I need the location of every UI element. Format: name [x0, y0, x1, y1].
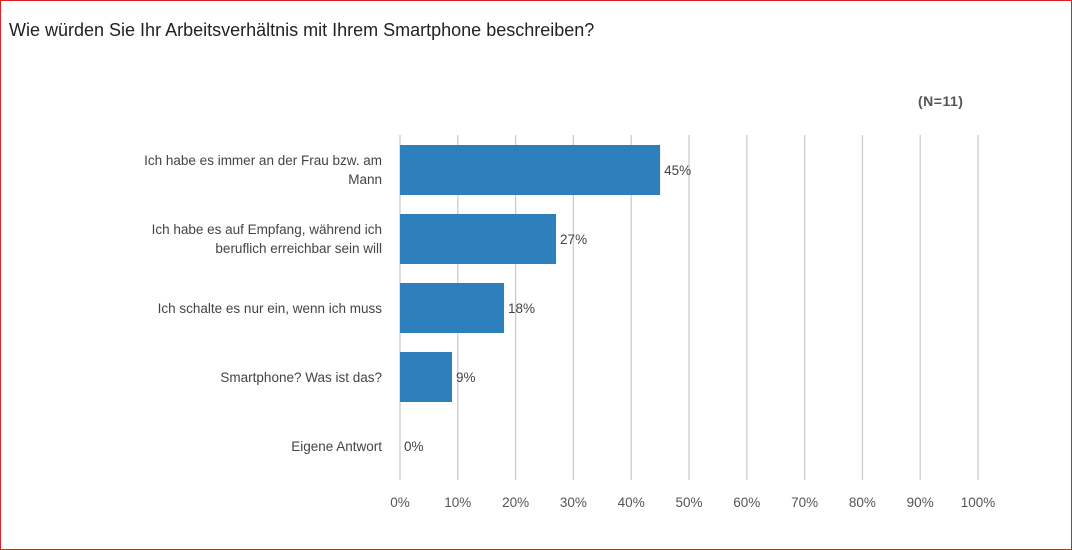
bar-value-label: 0% [404, 439, 424, 454]
bar-value-label: 18% [508, 301, 535, 316]
category-label: Ich habe es auf Empfang, während ich beru… [152, 220, 382, 258]
bar-value-label: 9% [456, 370, 476, 385]
x-tick-label: 30% [560, 495, 587, 510]
category-label: Ich habe es immer an der Frau bzw. am Man… [144, 151, 382, 189]
x-tick-label: 40% [618, 495, 645, 510]
bar [400, 352, 453, 402]
category-label: Smartphone? Was ist das? [220, 368, 382, 387]
category-label-line: Ich habe es auf Empfang, während ich [151, 222, 382, 237]
sample-size-label: (N=11) [918, 93, 964, 109]
chart-title: Wie würden Sie Ihr Arbeitsverhältnis mit… [9, 20, 595, 40]
category-label: Ich schalte es nur ein, wenn ich muss [158, 299, 382, 318]
x-tick-label: 70% [791, 495, 818, 510]
category-label-line: Mann [348, 172, 382, 187]
bar [400, 283, 505, 333]
x-tick-label: 90% [907, 495, 934, 510]
bar-value-label: 27% [560, 232, 587, 247]
category-label-line: Smartphone? Was ist das? [220, 369, 382, 385]
bar [400, 145, 661, 195]
category-label-line: Ich habe es immer an der Frau bzw. am [144, 153, 382, 168]
x-tick-label: 80% [849, 495, 876, 510]
x-tick-label: 20% [502, 495, 529, 510]
x-tick-label: 10% [444, 495, 471, 510]
x-tick-label: 0% [390, 495, 410, 510]
category-label-line: Ich schalte es nur ein, wenn ich muss [157, 300, 382, 316]
category-label-line: beruflich erreichbar sein will [215, 241, 382, 256]
x-tick-label: 50% [675, 495, 702, 510]
bar-value-label: 45% [664, 163, 691, 178]
x-tick-label: 60% [733, 495, 760, 510]
x-tick-label: 100% [961, 495, 996, 510]
category-label-line: Eigene Antwort [291, 438, 382, 454]
bar [400, 214, 557, 264]
category-label: Eigene Antwort [291, 437, 382, 456]
